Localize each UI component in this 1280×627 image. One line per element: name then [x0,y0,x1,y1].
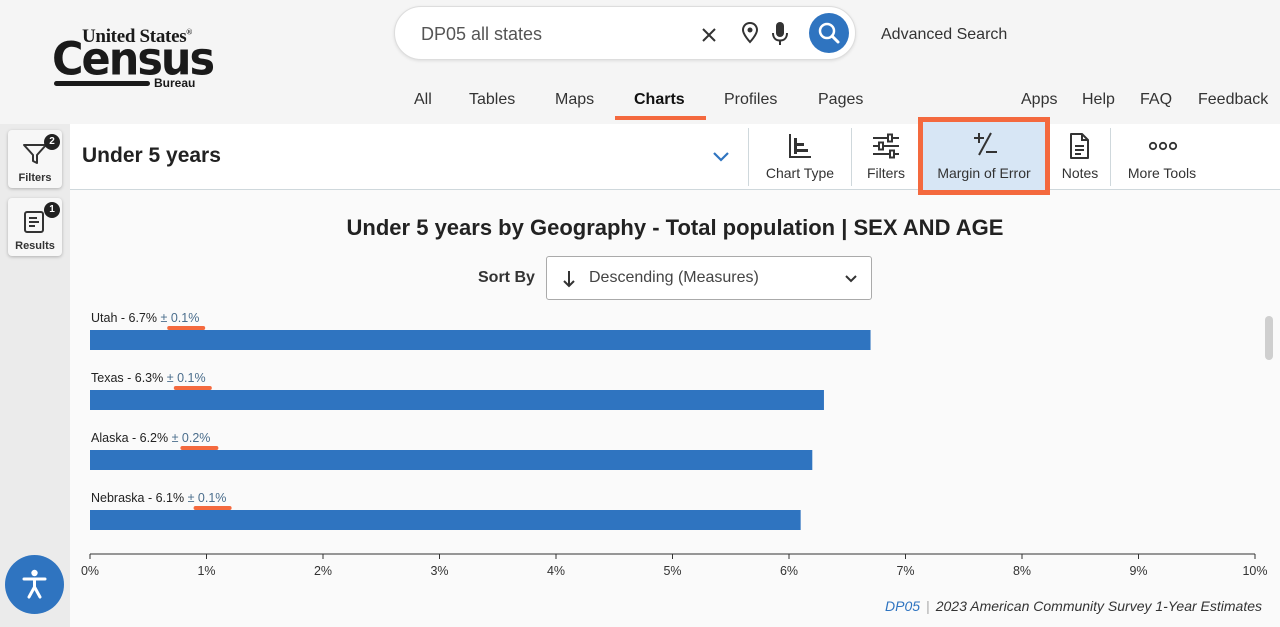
filters-side-label: Filters [18,172,52,184]
logo-line-3: Bureau [154,76,196,90]
more-icon [1148,141,1178,151]
side-panel: 2 Filters 1 Results [0,124,70,627]
arrow-down-icon [563,271,575,288]
toolbar-divider [851,128,852,186]
link-feedback[interactable]: Feedback [1198,91,1269,108]
chart-scrollbar[interactable] [1265,316,1273,360]
filters-badge: 2 [44,134,60,150]
bar-chart-icon [789,134,811,158]
census-logo[interactable]: United States® Census Bureau [52,26,215,90]
search-button[interactable] [809,13,849,53]
survey-source: 2023 American Community Survey 1-Year Es… [935,598,1262,614]
link-apps[interactable]: Apps [1021,91,1058,108]
moe-highlight [193,506,232,510]
bar[interactable] [90,330,871,350]
accessibility-icon [22,569,47,599]
moe-highlight [180,446,219,450]
search-icon [818,22,840,44]
search-input[interactable] [421,21,681,47]
footer-separator: | [926,598,930,614]
tab-tables[interactable]: Tables [469,91,516,108]
sort-dropdown-value: Descending (Measures) [589,269,759,286]
sort-by-label: Sort By [478,269,535,286]
chart-title: Under 5 years by Geography - Total popul… [346,215,1004,240]
moe-highlight [167,326,206,330]
bar-label: Nebraska - 6.1% ± 0.1% [91,491,226,505]
x-tick-label: 10% [1242,564,1267,578]
chevron-down-icon [845,275,857,283]
tab-charts[interactable]: Charts [634,91,685,108]
source-note: DP05 | 2023 American Community Survey 1-Ye… [885,598,1262,614]
variable-selector-label[interactable]: Under 5 years [82,144,221,167]
logo-line-2: Census [52,33,215,87]
chart-toolbar: Under 5 years Chart Type Filters [70,117,1280,195]
active-tab-indicator [615,116,706,120]
dataset-link[interactable]: DP05 [885,598,921,614]
filters-tool-label: Filters [866,165,906,181]
chart-panel: Under 5 years Chart Type Filters [70,117,1280,627]
bar[interactable] [90,510,801,530]
logo-line-1: United States [82,26,187,47]
site-header: United States® Census Bureau Advanced Se… [0,0,1280,124]
more-tools-button[interactable]: More Tools [1112,124,1212,190]
toolbar-divider [748,128,749,186]
x-tick-label: 7% [896,564,914,578]
bar-label: Texas - 6.3% ± 0.1% [91,371,206,385]
bar-chart: Utah - 6.7% ± 0.1% Texas - 6.3% ± 0.1% Ala… [81,311,1268,578]
x-tick-label: 5% [663,564,681,578]
advanced-search-link[interactable]: Advanced Search [881,26,1008,43]
notes-label: Notes [1061,165,1099,181]
plus-minus-icon [974,132,997,156]
x-tick-label: 8% [1013,564,1031,578]
tab-all[interactable]: All [414,91,432,108]
accessibility-button[interactable] [5,555,64,614]
chevron-down-icon[interactable] [710,145,732,167]
x-tick-label: 9% [1129,564,1147,578]
notes-button[interactable]: Notes [1050,124,1110,190]
microphone-icon[interactable] [771,21,789,47]
document-icon [1070,133,1089,159]
more-tools-label: More Tools [1127,165,1197,181]
link-help[interactable]: Help [1082,91,1115,108]
tab-maps[interactable]: Maps [555,91,595,108]
search-box [394,6,856,60]
logo-registered-mark: ® [186,27,192,37]
sliders-icon [873,133,899,159]
location-pin-icon[interactable] [741,21,759,45]
x-tick-label: 4% [547,564,565,578]
x-tick-label: 0% [81,564,99,578]
x-tick-label: 2% [314,564,332,578]
link-faq[interactable]: FAQ [1140,91,1173,108]
x-tick-label: 3% [430,564,448,578]
results-side-button[interactable]: 1 Results [8,198,62,256]
x-tick-label: 1% [197,564,215,578]
clear-icon[interactable] [698,24,720,46]
moe-highlight [173,386,212,390]
results-icon [24,211,44,233]
margin-of-error-button[interactable]: Margin of Error [918,117,1050,195]
logo-underline [54,81,150,86]
results-badge: 1 [44,202,60,218]
margin-of-error-label: Margin of Error [937,165,1031,181]
chart-type-label: Chart Type [765,165,835,181]
x-tick-label: 6% [780,564,798,578]
sort-dropdown[interactable]: Descending (Measures) [546,256,872,300]
filters-tool-button[interactable]: Filters [853,124,919,190]
filters-side-button[interactable]: 2 Filters [8,130,62,188]
bar[interactable] [90,450,813,470]
toolbar-divider [1110,128,1111,186]
bar-label: Alaska - 6.2% ± 0.2% [91,431,210,445]
tab-profiles[interactable]: Profiles [724,91,778,108]
bar[interactable] [90,390,824,410]
chart-type-button[interactable]: Chart Type [750,124,850,190]
bar-label: Utah - 6.7% ± 0.1% [91,311,199,325]
results-side-label: Results [15,240,55,252]
tab-pages[interactable]: Pages [818,91,864,108]
